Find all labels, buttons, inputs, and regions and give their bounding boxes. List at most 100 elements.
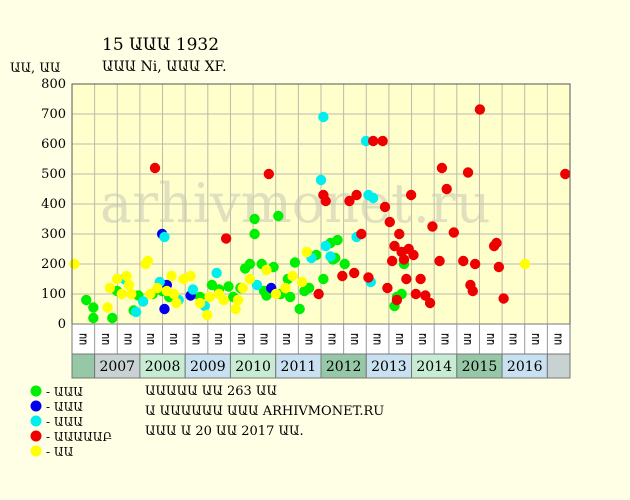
data-point <box>384 216 395 228</box>
data-point <box>270 288 282 300</box>
legend: - ԱԱԱ- ԱԱԱ- ԱԱԱ- ԱԱԱԱԱԲ- ԱԱ <box>30 385 112 459</box>
data-point <box>491 237 502 249</box>
year-label: 2012 <box>326 359 362 375</box>
data-point <box>159 231 170 243</box>
y-tick-label: 800 <box>41 77 66 92</box>
data-point <box>263 168 275 180</box>
data-point <box>351 189 362 201</box>
chart-title: 15 ԱԱԱ 1932 <box>102 35 219 55</box>
data-point <box>367 135 379 147</box>
data-point <box>107 312 118 324</box>
data-point <box>187 284 199 295</box>
condition-label: ԱԱ <box>373 333 384 345</box>
legend-label: - ԱԱ <box>46 445 74 459</box>
note-line: ԱԱԱԱԱ ԱԱ 263 ԱԱ <box>145 384 277 399</box>
condition-label: ԱԱ <box>486 333 497 345</box>
data-point <box>394 228 405 240</box>
legend-label: - ԱԱԱ <box>46 415 83 429</box>
data-point <box>116 288 128 300</box>
data-point <box>325 251 336 262</box>
data-point <box>401 273 412 285</box>
data-point <box>379 201 391 213</box>
data-point <box>218 294 229 306</box>
data-point <box>467 285 478 297</box>
data-point <box>201 309 213 321</box>
data-point <box>386 255 398 267</box>
data-point <box>137 296 149 307</box>
data-point <box>211 267 222 279</box>
data-point <box>244 258 256 270</box>
notes: ԱԱԱԱԱ ԱԱ 263 ԱԱ Ա ԱԱԱԱԱԱ ԱԱԱ ARHIVMONET.R… <box>145 384 384 439</box>
condition-label: ԱԱ <box>463 333 474 345</box>
data-point <box>427 221 438 232</box>
data-point <box>398 254 410 265</box>
data-point <box>223 281 234 292</box>
data-point <box>389 240 400 252</box>
condition-label: ԱԱ <box>327 333 338 345</box>
data-point <box>69 258 80 270</box>
data-point <box>280 282 291 294</box>
year-label: 2016 <box>507 359 543 375</box>
data-point <box>145 288 156 300</box>
data-point <box>249 213 260 225</box>
data-point <box>315 174 327 186</box>
data-point <box>232 294 244 306</box>
legend-marker <box>30 400 42 412</box>
condition-label: ԱԱ <box>508 333 519 345</box>
data-point <box>261 290 272 301</box>
data-point <box>121 270 132 282</box>
year-label: 2008 <box>145 359 181 375</box>
data-point <box>220 233 232 244</box>
data-point <box>436 162 448 174</box>
condition-label: ԱԱ <box>237 333 248 345</box>
y-tick-label: 600 <box>41 137 66 152</box>
data-point <box>251 279 263 291</box>
data-point <box>332 234 343 246</box>
year-band: 2007 2008 2009 2010 2011 2012 2013 2014 2015 2016 <box>71 353 571 379</box>
year-cell <box>184 353 231 379</box>
data-point <box>194 297 206 309</box>
y-tick-label: 0 <box>58 317 66 332</box>
legend-marker <box>30 385 42 397</box>
condition-label: ԱԱ <box>282 333 293 345</box>
data-point <box>339 258 350 270</box>
legend-marker <box>30 445 42 457</box>
data-point <box>408 249 419 261</box>
data-point <box>337 270 348 282</box>
data-point <box>294 303 305 315</box>
condition-label: ԱԱ <box>418 333 429 345</box>
data-point <box>296 276 308 288</box>
data-point <box>284 291 296 303</box>
year-cell <box>365 353 413 379</box>
data-point <box>88 302 99 313</box>
condition-label: ԱԱ <box>169 333 180 345</box>
data-point <box>204 291 215 303</box>
condition-label: ԱԱ <box>531 333 542 345</box>
data-point <box>287 270 298 282</box>
data-point <box>102 302 113 313</box>
data-point <box>166 270 177 282</box>
condition-label: ԱԱ <box>441 333 452 345</box>
watermark: arhivmonet.ru <box>100 172 490 235</box>
data-point <box>81 294 92 306</box>
condition-label: ԱԱ <box>78 333 89 345</box>
data-point <box>318 111 329 123</box>
year-cell <box>456 353 503 379</box>
year-cell <box>229 353 277 379</box>
year-cell <box>94 353 141 379</box>
data-point <box>356 228 367 240</box>
data-point <box>441 183 452 195</box>
data-point <box>273 210 284 222</box>
data-point <box>405 189 417 201</box>
data-point <box>498 293 509 304</box>
data-point <box>230 303 241 315</box>
condition-label: ԱԱ <box>554 333 565 345</box>
legend-label: - ԱԱԱ <box>46 385 83 399</box>
year-label: 2007 <box>99 359 135 375</box>
data-point <box>474 104 486 115</box>
data-point <box>519 258 531 270</box>
data-point <box>123 279 135 291</box>
legend-label: - ԱԱԱԱԱԲ <box>46 430 112 444</box>
condition-label: ԱԱ <box>124 333 135 345</box>
